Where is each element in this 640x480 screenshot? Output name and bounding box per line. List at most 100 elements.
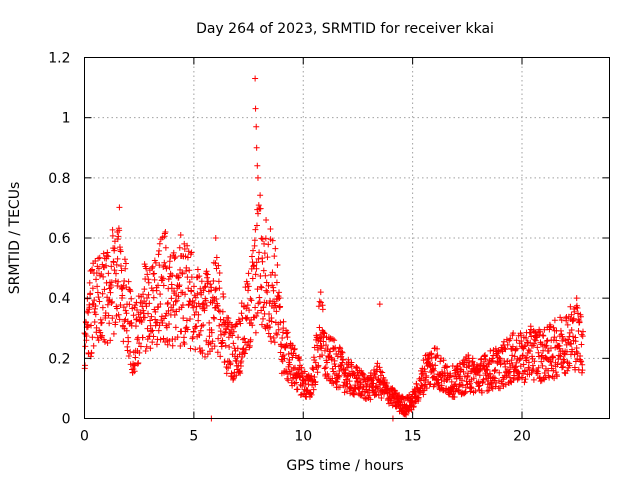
data-point xyxy=(318,342,325,349)
data-point xyxy=(375,392,382,399)
data-point xyxy=(504,341,511,348)
data-point xyxy=(338,362,345,369)
data-point xyxy=(109,315,116,322)
data-point xyxy=(454,369,461,376)
data-point xyxy=(252,226,259,233)
data-point xyxy=(491,367,498,374)
data-point xyxy=(347,383,354,390)
data-point xyxy=(263,279,270,286)
data-point xyxy=(166,258,173,265)
data-point xyxy=(235,334,242,341)
data-point xyxy=(150,294,157,301)
data-point xyxy=(265,241,272,248)
data-point xyxy=(198,323,205,330)
data-point xyxy=(528,326,535,333)
data-point xyxy=(245,270,252,277)
data-point xyxy=(160,282,167,289)
data-point xyxy=(543,338,550,345)
data-point xyxy=(89,285,96,292)
data-point xyxy=(164,299,171,306)
data-point xyxy=(117,302,124,309)
data-point xyxy=(188,287,195,294)
data-point xyxy=(217,353,224,360)
data-point xyxy=(164,301,171,308)
data-point xyxy=(553,337,560,344)
data-point xyxy=(131,368,138,375)
data-point xyxy=(155,327,162,334)
data-point xyxy=(525,346,532,353)
data-point xyxy=(114,228,121,235)
data-point xyxy=(149,327,156,334)
data-point xyxy=(204,271,211,278)
data-point xyxy=(87,290,94,297)
data-point xyxy=(170,249,177,256)
data-point xyxy=(484,366,491,373)
data-point xyxy=(84,323,91,330)
data-point xyxy=(170,301,177,308)
data-point xyxy=(242,346,249,353)
data-point xyxy=(346,378,353,385)
data-point xyxy=(572,338,579,345)
data-point xyxy=(547,345,554,352)
data-point xyxy=(264,254,271,261)
data-point xyxy=(550,367,557,374)
data-point xyxy=(257,192,264,199)
data-point xyxy=(305,381,312,388)
data-point xyxy=(114,282,121,289)
data-point xyxy=(206,319,213,326)
data-point xyxy=(255,210,262,217)
data-point xyxy=(92,305,98,312)
data-point xyxy=(299,382,306,389)
data-point xyxy=(522,376,529,383)
x-tick-label: 20 xyxy=(513,429,531,445)
data-point xyxy=(164,341,171,348)
data-point xyxy=(248,253,255,260)
data-point xyxy=(328,356,335,363)
y-axis-label: SRMTID / TECUs xyxy=(7,182,23,295)
data-point xyxy=(111,267,118,274)
data-point xyxy=(246,344,253,351)
data-point xyxy=(534,344,541,351)
data-point xyxy=(193,323,200,330)
data-point xyxy=(255,300,262,307)
data-point xyxy=(117,262,124,269)
data-point xyxy=(173,297,180,304)
data-point xyxy=(212,287,219,294)
data-point xyxy=(179,270,186,277)
data-point xyxy=(258,284,265,291)
data-point xyxy=(190,329,197,336)
data-point xyxy=(367,396,374,403)
data-point xyxy=(338,348,345,355)
data-point xyxy=(521,343,528,350)
data-point xyxy=(152,308,159,315)
data-point xyxy=(110,330,117,337)
data-point xyxy=(214,349,221,356)
data-point xyxy=(314,369,321,376)
data-point xyxy=(497,385,504,392)
data-point xyxy=(436,386,443,393)
data-point xyxy=(91,297,98,304)
data-point xyxy=(208,329,215,336)
x-tick-label: 15 xyxy=(404,429,422,445)
data-point xyxy=(301,368,308,375)
data-point xyxy=(370,375,377,382)
data-point xyxy=(309,382,316,389)
data-point xyxy=(260,304,267,311)
data-point xyxy=(86,304,93,311)
data-point xyxy=(567,303,574,310)
y-tick-label: 1 xyxy=(62,111,71,127)
x-tick-label: 0 xyxy=(80,429,89,445)
data-point xyxy=(554,373,560,380)
data-point xyxy=(435,381,442,388)
data-point xyxy=(140,291,147,298)
data-point xyxy=(537,378,544,385)
data-point xyxy=(187,345,194,352)
data-point xyxy=(123,310,130,317)
data-point xyxy=(145,291,152,298)
data-point xyxy=(561,358,568,365)
data-point xyxy=(579,367,586,374)
data-point xyxy=(521,367,528,374)
data-point xyxy=(100,273,107,280)
data-point xyxy=(571,308,578,315)
data-point xyxy=(423,372,430,379)
